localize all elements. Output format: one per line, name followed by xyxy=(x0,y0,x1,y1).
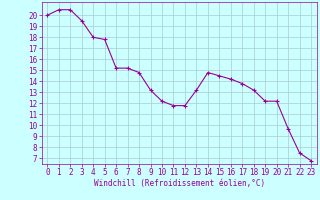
X-axis label: Windchill (Refroidissement éolien,°C): Windchill (Refroidissement éolien,°C) xyxy=(94,179,265,188)
